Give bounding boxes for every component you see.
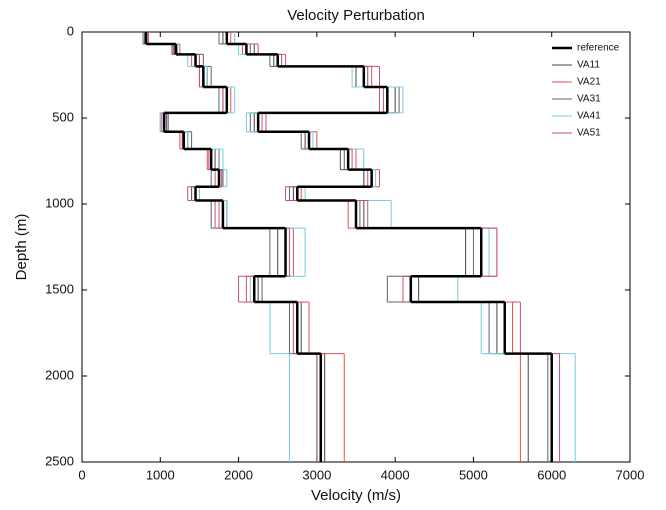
y-tick-label: 2000 [45, 367, 74, 382]
x-tick-label: 6000 [537, 467, 566, 482]
x-tick-label: 1000 [146, 467, 175, 482]
y-tick-label: 0 [67, 23, 74, 38]
x-tick-label: 3000 [302, 467, 331, 482]
x-tick-label: 5000 [459, 467, 488, 482]
x-tick-label: 0 [78, 467, 85, 482]
legend-label: VA51 [577, 128, 601, 139]
y-axis-label: Depth (m) [13, 214, 30, 281]
y-tick-label: 1000 [45, 195, 74, 210]
legend-label: VA31 [577, 94, 601, 105]
legend-label: reference [577, 43, 620, 54]
chart-title: Velocity Perturbation [287, 7, 425, 24]
legend-label: VA21 [577, 77, 601, 88]
x-axis-label: Velocity (m/s) [311, 487, 401, 504]
legend-label: VA11 [577, 60, 600, 71]
y-tick-label: 500 [52, 109, 74, 124]
x-tick-label: 2000 [224, 467, 253, 482]
y-tick-label: 1500 [45, 281, 74, 296]
y-tick-label: 2500 [45, 453, 74, 468]
legend-label: VA41 [577, 111, 601, 122]
x-tick-label: 7000 [616, 467, 645, 482]
plot-frame [81, 31, 631, 463]
x-tick-label: 4000 [381, 467, 410, 482]
